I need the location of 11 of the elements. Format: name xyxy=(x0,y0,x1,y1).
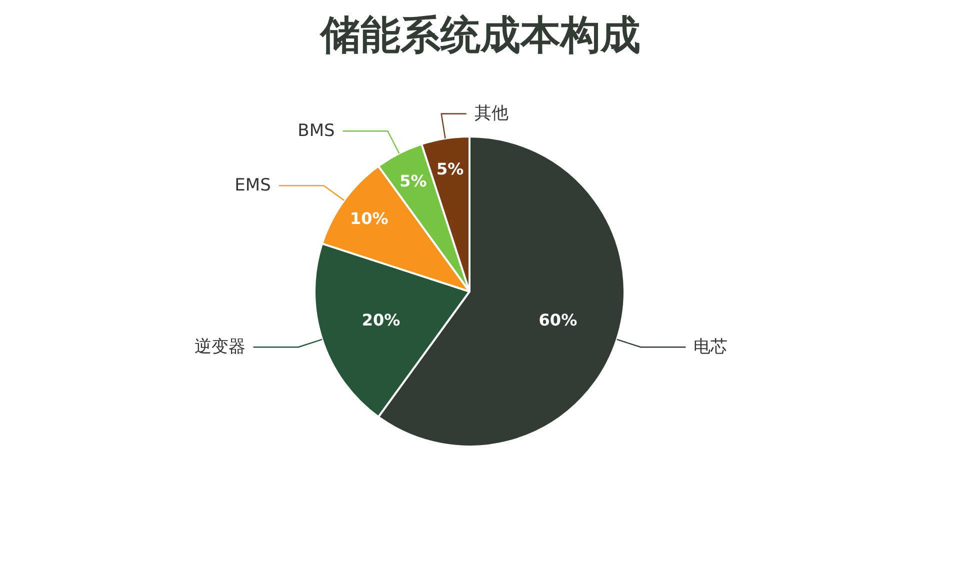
slice-label: EMS xyxy=(234,176,271,196)
data-label: 5% xyxy=(436,160,464,179)
data-label: 10% xyxy=(350,209,388,228)
slice-label: BMS xyxy=(298,121,335,142)
data-label: 20% xyxy=(362,310,400,330)
data-label: 60% xyxy=(538,310,578,330)
slice-label: 其他 xyxy=(474,104,508,124)
slice-label: 逆变器 xyxy=(194,337,246,358)
data-label: 5% xyxy=(400,172,427,191)
slice-label: 电芯 xyxy=(694,337,728,358)
chart-title: 储能系统成本构成 xyxy=(318,12,640,58)
